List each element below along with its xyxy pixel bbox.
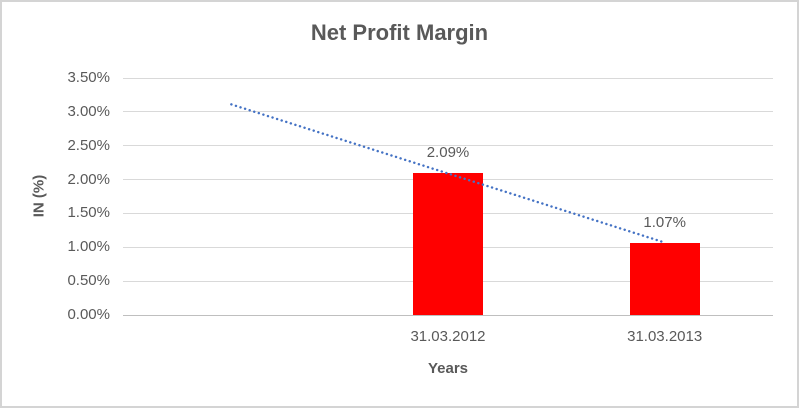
chart-title: Net Profit Margin <box>310 20 489 45</box>
y-tick-label: 3.00% <box>67 102 110 120</box>
y-tick-label: 0.00% <box>67 306 110 323</box>
y-tick-label: 2.00% <box>67 170 110 188</box>
gridline <box>123 111 773 113</box>
bar <box>629 242 700 315</box>
x-tick-label: 31.03.2012 <box>410 328 486 345</box>
y-tick-label: 3.50% <box>67 69 110 86</box>
y-tick-label: 2.50% <box>67 136 110 154</box>
bar-value-label: 2.09% <box>426 144 470 162</box>
x-tick-label: 31.03.2013 <box>627 328 703 345</box>
bar <box>413 173 483 315</box>
y-tick-label: 1.00% <box>67 238 110 256</box>
y-tick-label: 1.50% <box>67 204 110 222</box>
y-tick-label: 0.50% <box>67 272 110 290</box>
gridline <box>123 314 773 316</box>
x-axis-title: Years <box>427 360 469 377</box>
gridline <box>123 77 773 79</box>
bar-value-label: 1.07% <box>643 213 686 231</box>
